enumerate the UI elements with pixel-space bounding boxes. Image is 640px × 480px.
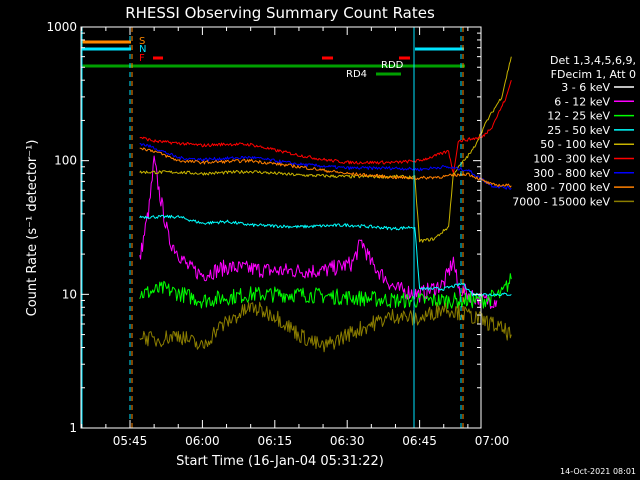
x-tick-label: 06:15 [258,434,293,448]
series-line-3 [139,214,512,297]
legend-entry-label: 800 - 7000 keV [526,181,610,194]
series-line-5 [139,80,512,174]
legend-entry-label: 300 - 800 keV [533,167,610,180]
x-tick-label: 06:45 [402,434,437,448]
x-tick-label: 06:30 [330,434,365,448]
series-line-4 [139,56,512,243]
flag-label-f: F [139,53,145,64]
x-tick-label: 05:45 [113,434,148,448]
series-line-2 [139,273,512,309]
y-tick-label: 1000 [46,20,77,34]
legend-header-2: FDecim 1, Att 0 [551,68,636,81]
legend-entry-label: 6 - 12 keV [554,95,610,108]
chart-title: RHESSI Observing Summary Count Rates [125,4,435,22]
legend-entry-label: 25 - 50 keV [547,124,610,137]
flag-label-rdd: RDD [381,60,404,71]
timestamp: 14-Oct-2021 08:01 [560,467,636,476]
legend-entry-label: 50 - 100 keV [540,138,610,151]
series-line-8 [139,301,512,353]
series-line-7 [139,147,512,188]
x-tick-label: 07:00 [475,434,510,448]
y-tick-label: 100 [54,154,77,168]
legend-entry-label: 12 - 25 keV [547,110,610,123]
legend-entry-label: 3 - 6 keV [561,81,610,94]
x-axis-label: Start Time (16-Jan-04 05:31:22) [176,454,384,469]
legend-entry-label: 100 - 300 keV [533,153,610,166]
y-axis-label: Count Rate (s⁻¹ detector⁻¹) [25,140,40,317]
plot-frame [80,26,482,429]
series-line-6 [139,143,512,190]
flag-label-n: N [139,44,146,55]
y-tick-label: 1 [69,421,77,435]
flag-label-rd4: RD4 [346,69,367,80]
y-tick-label: 10 [62,287,77,301]
x-tick-label: 06:00 [185,434,220,448]
legend-entry-label: 7000 - 15000 keV [512,195,610,208]
legend-header-1: Det 1,3,4,5,6,9, [550,54,636,67]
flag-label-s: S [139,36,145,47]
series-line-1 [139,155,498,309]
